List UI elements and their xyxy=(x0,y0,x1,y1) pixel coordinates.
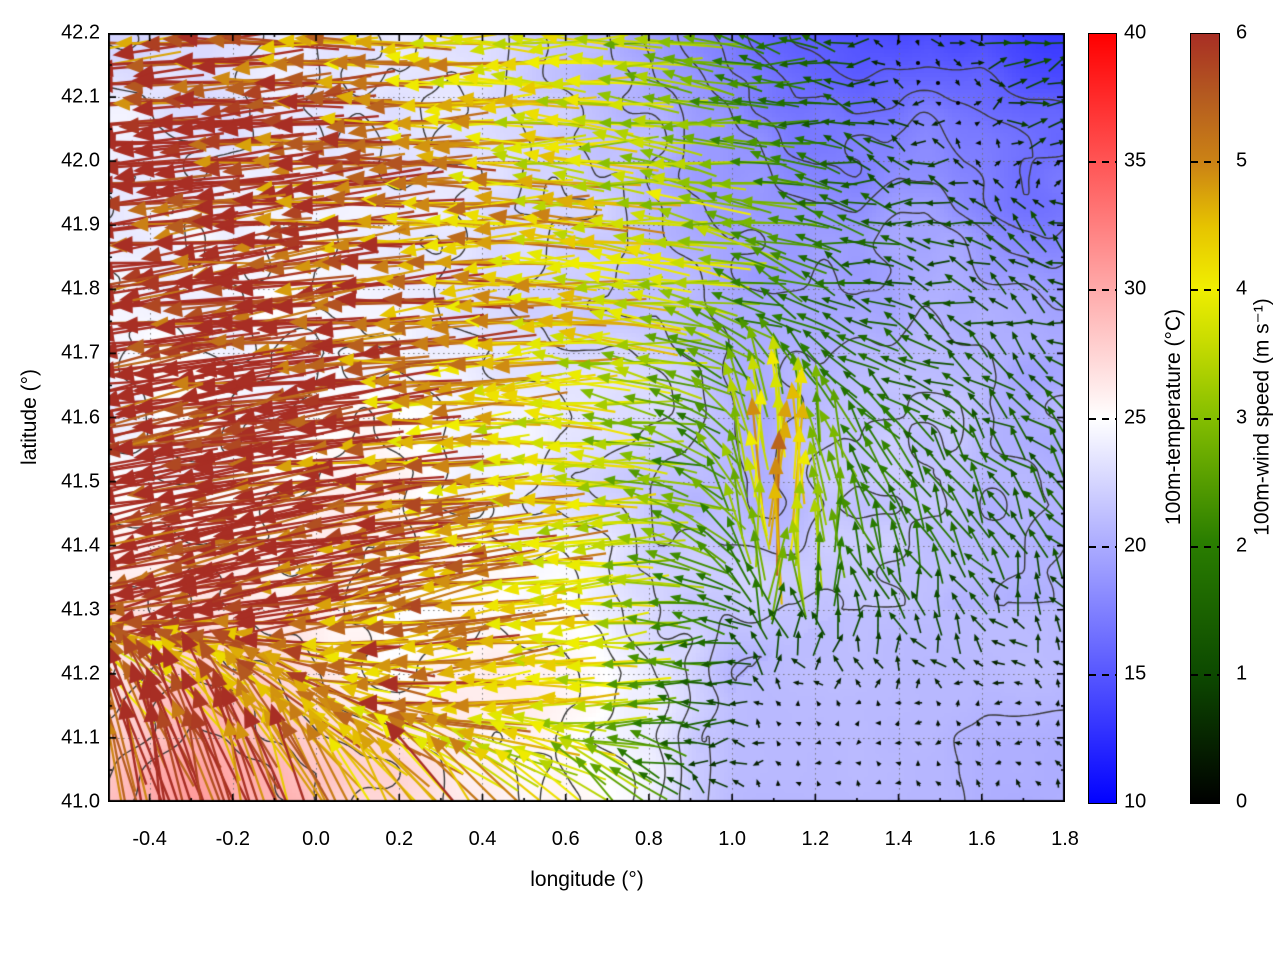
y-tick-label: 41.6 xyxy=(61,406,100,428)
x-tick-label: 0.6 xyxy=(551,828,580,850)
x-tick-label: 1.8 xyxy=(1051,828,1079,850)
windspeed-colorbar-tick-label: 0 xyxy=(1236,790,1248,813)
temperature-colorbar xyxy=(1088,33,1117,804)
windspeed-colorbar-tick-label: 5 xyxy=(1236,149,1248,172)
y-tick-label: 41.4 xyxy=(61,534,100,557)
y-tick-label: 41.0 xyxy=(61,790,100,813)
y-tick-label: 41.5 xyxy=(61,470,100,493)
temperature-colorbar-tick-dash xyxy=(1089,417,1116,420)
temperature-colorbar-label: 100m-temperature (°C) xyxy=(1162,308,1185,526)
x-tick-label: -0.4 xyxy=(132,828,167,850)
windspeed-colorbar-tick-label: 1 xyxy=(1236,662,1248,685)
y-tick-label: 41.1 xyxy=(61,726,100,749)
x-tick-label: 0.2 xyxy=(385,828,414,850)
windspeed-colorbar-tick-dash xyxy=(1191,289,1219,292)
y-tick-label: 41.3 xyxy=(61,598,100,621)
temperature-colorbar-tick-label: 30 xyxy=(1124,277,1147,300)
x-tick-label: 1.6 xyxy=(967,828,996,850)
temperature-colorbar-tick-dash xyxy=(1089,289,1116,292)
y-tick-label: 42.0 xyxy=(61,149,100,172)
temperature-colorbar-tick-label: 40 xyxy=(1124,21,1147,44)
windspeed-colorbar-tick-label: 4 xyxy=(1236,277,1248,300)
temperature-colorbar-tick-label: 25 xyxy=(1124,406,1147,428)
x-tick-label: 1.4 xyxy=(884,828,913,850)
windspeed-colorbar-label: 100m-wind speed (m s⁻¹) xyxy=(1250,298,1274,536)
y-tick-label: 41.8 xyxy=(61,277,100,300)
windspeed-colorbar-tick-label: 3 xyxy=(1236,406,1248,428)
y-tick-label: 41.2 xyxy=(61,662,100,685)
windspeed-colorbar-tick-dash xyxy=(1191,417,1219,420)
x-tick-label: 0.0 xyxy=(302,828,330,850)
temperature-colorbar-tick-dash xyxy=(1089,673,1116,676)
y-tick-label: 41.7 xyxy=(61,341,100,364)
x-tick-label: 0.8 xyxy=(635,828,663,850)
x-axis-label: longitude (°) xyxy=(530,868,644,891)
windspeed-colorbar-tick-dash xyxy=(1191,161,1219,164)
temperature-colorbar-tick-label: 20 xyxy=(1124,534,1147,557)
x-tick-label: 1.0 xyxy=(718,828,747,850)
map-canvas xyxy=(108,33,1065,802)
windspeed-colorbar-tick-label: 6 xyxy=(1236,21,1248,44)
temperature-colorbar-tick-dash xyxy=(1089,161,1116,164)
x-tick-label: 1.2 xyxy=(801,828,830,850)
temperature-colorbar-tick-label: 35 xyxy=(1124,149,1147,172)
temperature-colorbar-tick-label: 10 xyxy=(1124,790,1147,813)
windspeed-colorbar xyxy=(1190,33,1220,804)
y-tick-label: 42.1 xyxy=(61,85,100,108)
y-tick-label: 42.2 xyxy=(61,21,100,44)
x-tick-label: 0.4 xyxy=(468,828,497,850)
temperature-colorbar-tick-dash xyxy=(1089,545,1116,548)
y-tick-label: 41.9 xyxy=(61,213,100,236)
windspeed-colorbar-tick-dash xyxy=(1191,545,1219,548)
temperature-colorbar-tick-label: 15 xyxy=(1124,662,1147,685)
x-tick-label: -0.2 xyxy=(215,828,251,850)
windspeed-colorbar-tick-dash xyxy=(1191,673,1219,676)
windspeed-colorbar-tick-label: 2 xyxy=(1236,534,1248,557)
